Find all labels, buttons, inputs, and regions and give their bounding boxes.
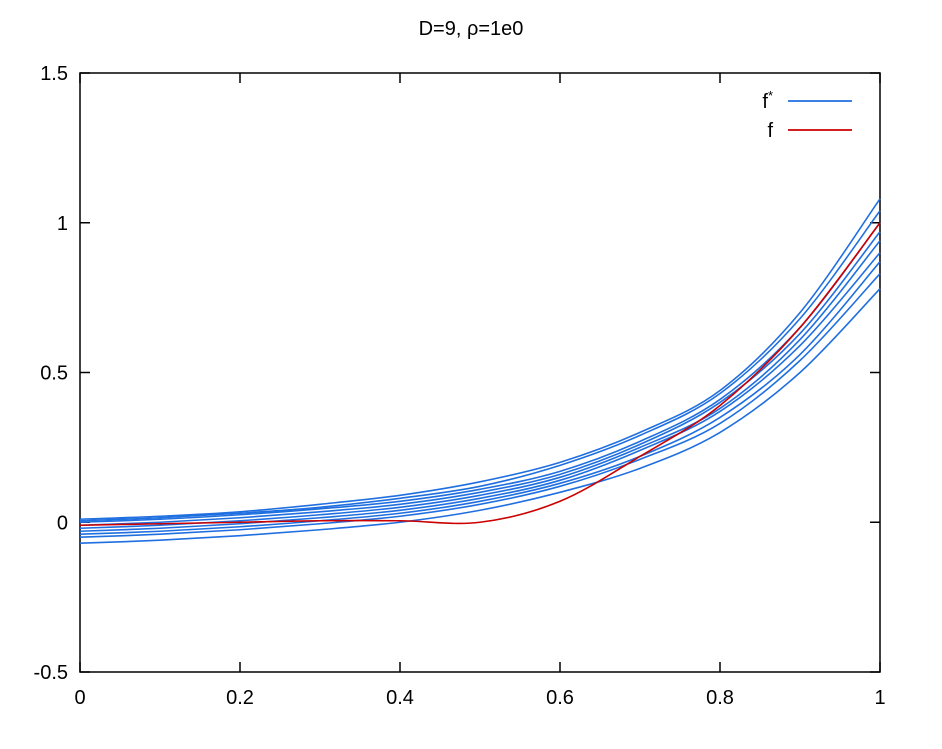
legend-label: f* (762, 88, 773, 113)
x-tick-label: 0.6 (546, 687, 574, 709)
series-line-f-star-2 (79, 273, 881, 539)
series-line-f-star-7 (79, 222, 881, 524)
x-tick-label: 0 (74, 687, 85, 709)
y-tick-label: -0.5 (34, 662, 68, 684)
series-line-f-star-3 (79, 261, 881, 536)
chart-title: D=9, ρ=1e0 (419, 18, 524, 40)
x-axis: 0 0.2 0.4 0.6 0.8 1 (74, 73, 886, 709)
series-layer (79, 198, 881, 545)
legend: f* f (762, 88, 852, 142)
series-line-f-star-5 (79, 240, 881, 530)
x-tick-label: 0.8 (706, 687, 734, 709)
x-tick-label: 0.4 (386, 687, 414, 709)
y-tick-label: 1.5 (40, 63, 68, 85)
series-line-f-star-8 (79, 210, 881, 522)
y-tick-label: 1 (57, 213, 68, 235)
y-tick-label: 0.5 (40, 363, 68, 385)
legend-label: f (767, 120, 773, 142)
series-line-f-star-9 (79, 198, 881, 521)
y-tick-label: 0 (57, 512, 68, 534)
x-tick-label: 1 (874, 687, 885, 709)
series-line-f-star-4 (79, 252, 881, 533)
x-tick-label: 0.2 (226, 687, 254, 709)
legend-superscript: * (768, 88, 773, 103)
series-line-f (79, 222, 881, 527)
series-line-f-star-1 (79, 288, 881, 545)
series-line-f-star-6 (79, 231, 881, 527)
